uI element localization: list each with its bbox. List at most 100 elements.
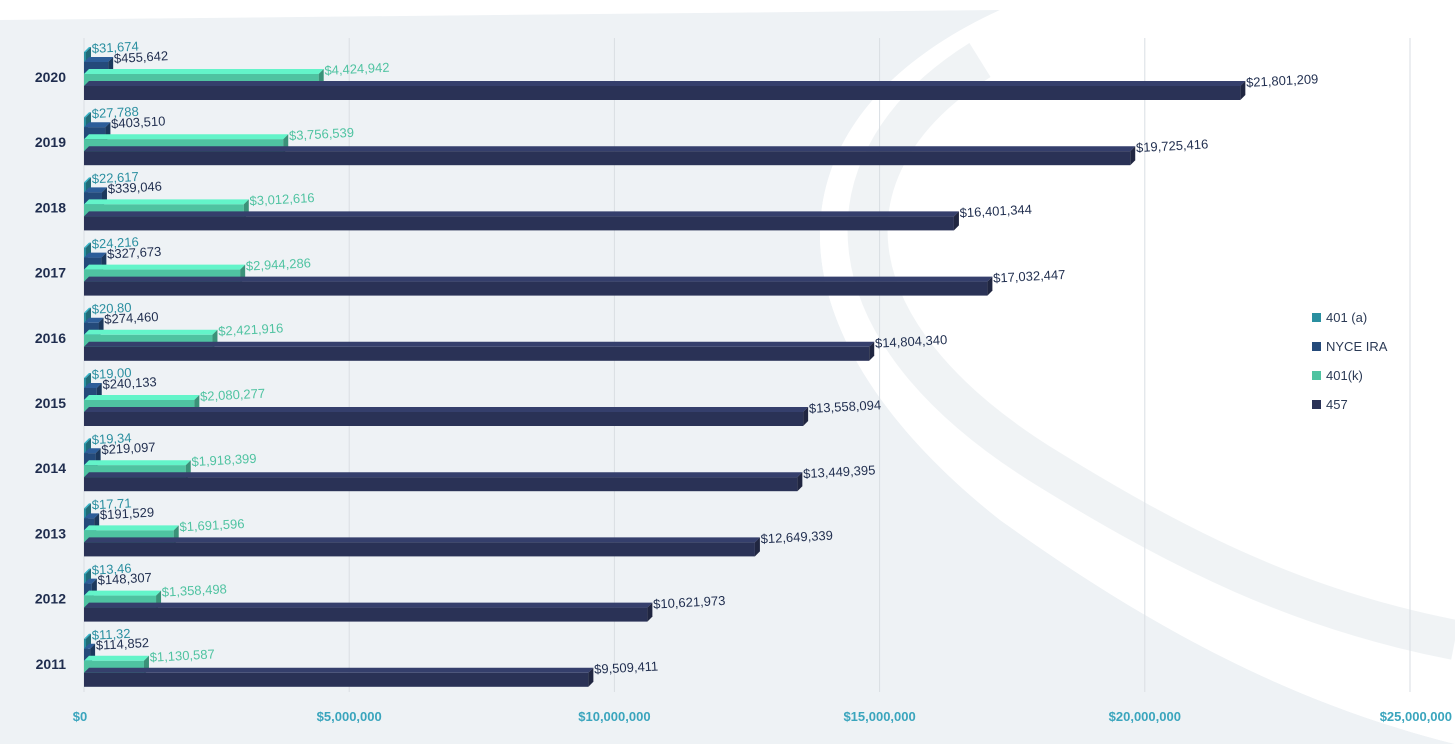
bar-top-face xyxy=(84,633,91,639)
bar-front-face xyxy=(84,117,86,130)
bar-top-face xyxy=(84,47,91,52)
data-label: $2,080,277 xyxy=(200,386,266,404)
legend-item: 401(k) xyxy=(1312,361,1432,390)
data-label: $19,34 xyxy=(91,430,131,447)
data-label: $219,097 xyxy=(101,439,156,457)
bar-side-face xyxy=(797,472,803,492)
bar-side-face xyxy=(803,407,809,426)
legend-label: 401 (a) xyxy=(1326,310,1368,325)
data-label: $17,71 xyxy=(91,495,131,512)
bar-top-face xyxy=(84,590,162,596)
bars xyxy=(84,47,1246,687)
data-label: $31,674 xyxy=(91,39,139,56)
bar-top-face xyxy=(84,122,111,128)
legend-swatch xyxy=(1312,400,1321,409)
bar-top-face xyxy=(84,655,149,661)
bar-top-face xyxy=(84,57,114,62)
data-label: $114,852 xyxy=(95,635,149,653)
bar-front-face xyxy=(84,412,804,426)
bar-side-face xyxy=(869,341,875,361)
legend-item: NYCE IRA xyxy=(1312,332,1432,361)
data-label: $1,130,587 xyxy=(149,646,215,664)
bar xyxy=(84,276,993,296)
bar-top-face xyxy=(84,373,91,378)
legend-item: 457 xyxy=(1312,390,1432,419)
legend-item: 401 (a) xyxy=(1312,303,1432,332)
data-label: $21,801,209 xyxy=(1246,71,1319,90)
bar-front-face xyxy=(84,247,86,260)
legend-swatch xyxy=(1312,342,1321,351)
y-tick-label: 2014 xyxy=(35,460,66,476)
data-label: $1,358,498 xyxy=(161,581,227,599)
bar-front-face xyxy=(84,638,86,651)
bar-side-face xyxy=(987,276,993,296)
bar-top-face xyxy=(84,69,324,74)
data-label: $274,460 xyxy=(104,309,159,327)
data-label: $11,32 xyxy=(91,626,131,643)
bar-side-face xyxy=(953,211,959,231)
legend-label: 401(k) xyxy=(1326,368,1363,383)
bar-top-face xyxy=(84,407,809,412)
bar-top-face xyxy=(84,134,289,140)
data-label: $327,673 xyxy=(107,244,162,262)
legend-label: NYCE IRA xyxy=(1326,339,1388,354)
legend: 401 (a) NYCE IRA 401(k) 457 xyxy=(1312,303,1432,419)
bar-front-face xyxy=(84,346,870,361)
data-label: $12,649,339 xyxy=(760,528,833,547)
bar-side-face xyxy=(1130,146,1136,166)
bar-top-face xyxy=(84,187,107,193)
x-tick-label: $5,000,000 xyxy=(317,709,382,724)
bar-front-face xyxy=(84,443,86,456)
bar-top-face xyxy=(84,383,102,388)
bar xyxy=(84,341,875,361)
data-label: $2,421,916 xyxy=(218,320,284,338)
bar-top-face xyxy=(84,307,91,313)
bar xyxy=(84,667,594,687)
bar-front-face xyxy=(84,52,86,64)
y-tick-label: 2011 xyxy=(36,656,67,672)
data-label: $191,529 xyxy=(100,505,155,523)
bar-top-face xyxy=(84,395,200,400)
bar-top-face xyxy=(84,667,594,673)
bar-side-face xyxy=(647,602,653,622)
bar-top-face xyxy=(84,211,959,217)
bar-top-face xyxy=(84,329,218,335)
data-label: $16,401,344 xyxy=(959,202,1032,221)
bar-top-face xyxy=(84,513,100,519)
bar-top-face xyxy=(84,317,104,323)
bar-front-face xyxy=(84,216,954,231)
data-label: $9,509,411 xyxy=(594,658,659,676)
bar xyxy=(84,537,760,557)
data-label: $339,046 xyxy=(107,179,162,197)
data-labels: $31,674 $27,788 $22,617 $24,216 $20,80 $19,00… xyxy=(91,39,1318,677)
bar-top-face xyxy=(84,276,993,282)
x-axis: $0 $5,000,000 $10,000,000 $15,000,000 $20,00… xyxy=(73,709,1452,724)
x-tick-label: $15,000,000 xyxy=(843,709,915,724)
bar xyxy=(84,472,803,492)
bar-front-face xyxy=(84,182,86,195)
y-tick-label: 2013 xyxy=(35,525,66,541)
bar-front-face xyxy=(84,573,86,586)
bar-top-face xyxy=(84,242,91,248)
bar-side-face xyxy=(754,537,760,557)
bar-top-face xyxy=(84,448,101,454)
data-label: $148,307 xyxy=(97,570,152,588)
data-label: $240,133 xyxy=(102,374,157,392)
data-label: $19,725,416 xyxy=(1136,136,1209,155)
x-tick-label: $20,000,000 xyxy=(1109,709,1181,724)
x-tick-label: $0 xyxy=(73,709,87,724)
bar-front-face xyxy=(84,672,589,687)
y-tick-label: 2019 xyxy=(35,134,66,150)
bar-top-face xyxy=(84,460,191,466)
y-tick-label: 2016 xyxy=(35,330,66,346)
y-tick-label: 2017 xyxy=(35,265,66,281)
x-tick-label: $10,000,000 xyxy=(578,709,650,724)
data-label: $22,617 xyxy=(91,169,139,186)
bar-top-face xyxy=(84,438,91,444)
bar-top-face xyxy=(84,643,96,649)
bar-top-face xyxy=(84,537,760,543)
bar-top-face xyxy=(84,602,653,608)
